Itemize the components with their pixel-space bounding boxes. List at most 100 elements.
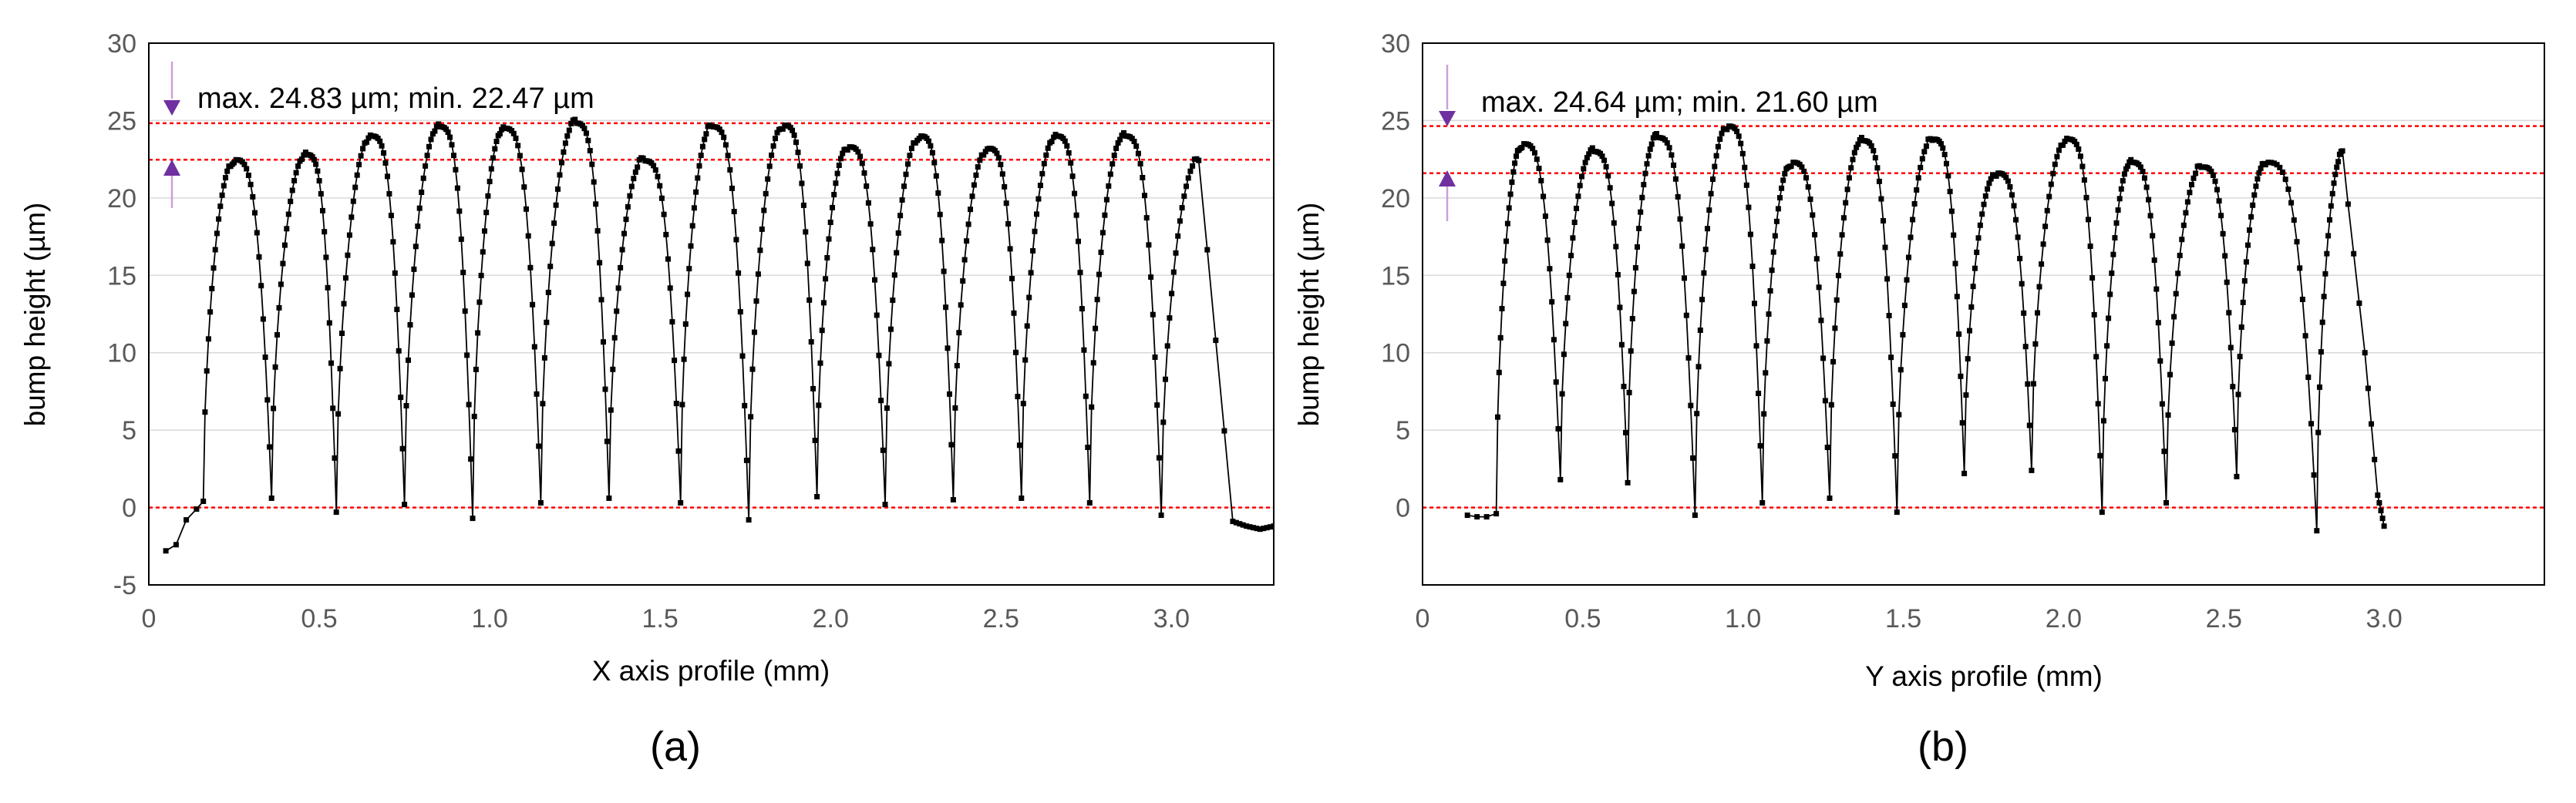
data-point <box>2315 429 2322 435</box>
data-point <box>2332 171 2339 177</box>
data-point <box>729 185 735 191</box>
data-point <box>2299 297 2305 302</box>
data-point <box>1906 254 1911 260</box>
data-point <box>1577 183 1583 189</box>
data-point <box>1019 496 1025 501</box>
data-point <box>941 268 947 274</box>
data-point <box>1140 175 1146 180</box>
data-point <box>2115 207 2121 213</box>
data-point <box>2262 162 2268 168</box>
data-point <box>1066 150 1072 156</box>
data-point <box>399 445 406 452</box>
data-point <box>1963 392 1969 398</box>
data-point <box>1961 470 1968 476</box>
data-point <box>1974 249 1980 255</box>
data-point <box>358 153 364 159</box>
data-point <box>1981 201 1987 207</box>
data-point <box>742 402 748 408</box>
data-point <box>210 265 217 271</box>
data-point <box>1064 143 1070 149</box>
data-point <box>1874 165 1881 171</box>
data-point <box>1836 273 1841 279</box>
data-point <box>2210 173 2216 178</box>
data-point <box>791 132 797 138</box>
data-point <box>1763 370 1769 376</box>
data-point <box>1911 201 1918 207</box>
data-point <box>2334 164 2340 170</box>
data-point <box>1648 141 1655 147</box>
data-point <box>2328 203 2334 209</box>
data-point <box>2140 169 2146 174</box>
data-point <box>1695 364 1702 370</box>
data-point <box>2187 190 2193 196</box>
data-point <box>1542 213 1548 219</box>
data-point <box>857 153 864 160</box>
data-point <box>1564 294 1571 301</box>
data-point <box>1504 220 1510 227</box>
data-point <box>219 192 225 198</box>
data-point <box>386 191 392 197</box>
data-point <box>485 193 491 199</box>
data-point <box>2243 259 2249 265</box>
data-point <box>1958 373 1964 379</box>
data-point <box>632 169 638 175</box>
y-tick-label: 20 <box>1381 184 1410 213</box>
data-point <box>262 354 268 360</box>
data-point <box>977 157 983 163</box>
data-point <box>2026 422 2032 428</box>
data-point <box>1115 140 1121 146</box>
data-point <box>960 278 966 284</box>
data-point <box>2003 174 2009 180</box>
data-point <box>765 176 771 182</box>
data-point <box>1843 200 1849 206</box>
data-point <box>1015 394 1021 400</box>
data-point <box>2369 421 2374 427</box>
data-point <box>1261 526 1267 532</box>
data-point <box>478 273 484 278</box>
data-point <box>1626 389 1632 395</box>
data-point <box>1734 129 1740 135</box>
data-point <box>527 264 534 270</box>
data-point <box>1688 402 1694 408</box>
data-point <box>1739 150 1746 156</box>
data-point <box>1499 306 1505 311</box>
data-point <box>285 211 291 217</box>
data-point <box>2175 270 2181 277</box>
data-point <box>1077 270 1083 276</box>
data-point <box>2123 166 2129 172</box>
y-tick-label: 0 <box>122 494 136 523</box>
data-point <box>2048 181 2054 187</box>
data-point <box>521 184 527 190</box>
data-point <box>2046 193 2052 200</box>
data-point <box>1807 197 1813 202</box>
data-point <box>1611 220 1617 226</box>
data-point <box>800 202 806 208</box>
data-point <box>1237 521 1243 527</box>
data-point <box>669 319 675 325</box>
data-point <box>2248 213 2254 220</box>
data-point <box>517 153 523 159</box>
chart-b-profile-line <box>1467 125 2385 531</box>
data-point <box>1085 445 1091 450</box>
data-point <box>2180 222 2187 228</box>
data-point <box>703 131 709 137</box>
data-point <box>606 496 612 501</box>
data-point <box>865 200 871 206</box>
data-point <box>812 438 818 443</box>
data-point <box>1142 193 1147 199</box>
data-point <box>390 239 396 245</box>
data-point <box>2106 315 2112 321</box>
data-point <box>876 352 882 358</box>
chart-b-panel-label: (b) <box>1918 724 1968 770</box>
data-point <box>379 143 385 149</box>
data-point <box>1788 163 1794 170</box>
data-point <box>2040 241 2046 247</box>
data-point <box>2039 261 2045 267</box>
data-point <box>628 183 635 190</box>
y-tick-label: 10 <box>107 339 136 368</box>
data-point <box>545 290 551 295</box>
data-point <box>515 143 521 149</box>
data-point <box>271 405 277 412</box>
data-point <box>1705 226 1710 232</box>
data-point <box>2118 186 2124 192</box>
